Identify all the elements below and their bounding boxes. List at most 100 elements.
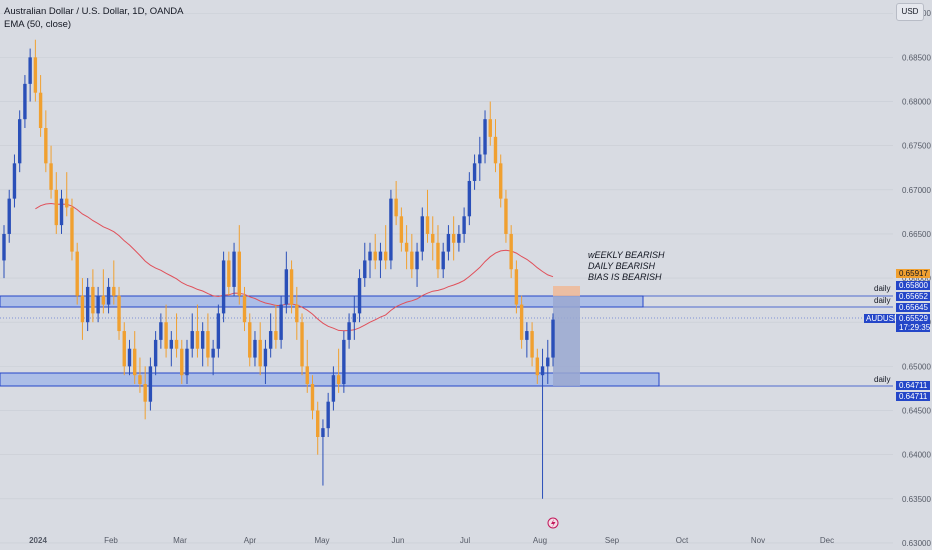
candle-body [404,242,409,252]
candle-body [206,331,210,358]
candle-body [415,251,419,270]
candle-body [509,233,513,270]
ema-50-line [35,202,554,332]
annotation-text: wEEKLY BEARISH DAILY BEARISH BIAS IS BEA… [588,250,665,282]
candle-body [467,180,472,217]
current-price-tag: 0.65529 [899,314,928,323]
candle-body [525,331,529,340]
candle-body [326,401,330,429]
candle-body [164,322,168,349]
candle-body [70,207,74,252]
candle-body [23,83,27,120]
candle-body [279,304,283,340]
candle-body [457,233,461,243]
candle-body [200,331,205,349]
time-tick-label: Feb [104,536,118,545]
chart-legend: Australian Dollar / U.S. Dollar, 1D, OAN… [4,5,184,31]
candle-body [357,278,362,314]
candle-body [546,357,550,367]
time-tick-label: Apr [244,536,257,545]
price-tick-label: 0.66000 [902,274,931,283]
candle-body [535,357,540,376]
candle-body [268,331,273,349]
candle-body [28,57,32,84]
lower-tag-a-bg [896,381,930,390]
candle-body [336,375,341,385]
candle-body [483,119,487,155]
candle-body [540,366,545,376]
candle-body [96,295,100,314]
candle-body [237,251,241,296]
time-tick-label: Oct [676,536,689,545]
candle-body [190,331,194,349]
projection-stop-area [553,286,580,296]
time-tick-label: Jul [460,536,470,545]
candle-body [462,216,466,234]
candle-body [127,348,132,367]
symbol-title[interactable]: Australian Dollar / U.S. Dollar, 1D, OAN… [4,6,184,17]
candle-body [54,189,58,226]
candle-body [383,251,388,261]
candle-body [2,233,6,261]
candle-body [530,331,534,358]
time-axis[interactable]: 2024 Feb Mar Apr May Jun Jul Aug Sep Oct Nov Dec [29,536,834,545]
candle-body [310,384,315,411]
candle-body [44,128,48,164]
orange-price-tag: 0.65917 [899,269,928,278]
time-tick-label: Mar [173,536,187,545]
candle-body [410,251,414,270]
candle-body [289,269,294,305]
candle-body [7,198,11,234]
candle-body [138,375,142,385]
price-tick-label: 0.63500 [902,495,931,504]
event-marker[interactable] [547,517,559,529]
indicator-label[interactable]: EMA (50, close) [4,19,72,30]
countdown-tag: 17:29:35 [899,323,931,332]
candle-body [295,304,299,323]
candle-body [284,269,289,305]
annotation-line-1: wEEKLY BEARISH [588,250,665,260]
candle-body [321,428,325,437]
candle-body [106,286,111,305]
price-tick-label: 0.68500 [902,53,931,62]
annotation-line-3: BIAS IS BEARISH [588,272,662,282]
candle-body [499,163,503,199]
candle-body [300,322,304,367]
candle-body [305,366,309,385]
price-tick-label: 0.67500 [902,142,931,151]
candle-body [65,198,69,208]
candle-body [59,198,64,226]
candle-body [12,163,17,199]
lower-price-tag-b: 0.64711 [899,392,928,401]
upper-mid-price-tag: 0.65652 [899,292,928,301]
candle-body [488,119,492,137]
candle-body [133,348,137,376]
lightning-bolt-shape [551,519,556,528]
zone-label-upper-2: daily [874,296,890,305]
annotation-line-2: DAILY BEARISH [588,261,656,271]
candle-body [446,233,451,252]
candle-body [227,260,231,287]
upper-mid-tag-bg [896,292,930,301]
candle-body [180,348,184,376]
candle-body [420,216,424,252]
candle-body [425,216,430,234]
support-resistance-zones [0,295,893,387]
candle-body [148,366,153,402]
candle-body [101,295,106,305]
short-position-projection[interactable] [553,286,580,386]
candle-body [519,304,524,340]
time-tick-label: Nov [751,536,765,545]
lower-tag-b-bg [896,392,930,401]
candle-body [75,251,79,296]
price-tick-label: 0.66500 [902,230,931,239]
candle-body [399,216,404,243]
currency-button[interactable]: USD [896,3,924,21]
current-price-tag-bg [896,314,930,332]
candle-body [85,286,90,323]
candle-body [248,322,252,358]
candle-body [159,322,163,340]
candle-body [232,251,236,287]
candle-body [504,198,508,234]
